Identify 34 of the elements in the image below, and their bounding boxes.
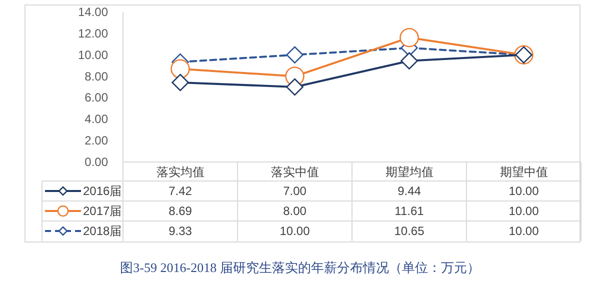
point — [286, 78, 304, 96]
legend-label: 2016届 — [83, 184, 122, 198]
data-label: 11.61 — [394, 204, 424, 218]
y-tick-label: 2.00 — [84, 134, 108, 148]
legend-label: 2018届 — [83, 224, 122, 238]
y-tick-label: 4.00 — [84, 112, 108, 126]
point — [170, 59, 190, 79]
point — [286, 46, 304, 64]
text: 图3-59 2016-2018 届研究生落实的年薪分布情况（单位：万元） — [120, 260, 480, 275]
x-tick-label: 期望中值 — [500, 165, 548, 179]
y-tick-label: 0.00 — [84, 155, 108, 169]
point — [400, 28, 419, 48]
data-label: 10.65 — [394, 224, 425, 238]
data-label: 10.00 — [508, 184, 540, 198]
data-label: 9.33 — [168, 224, 192, 238]
y-tick-label: 6.00 — [84, 90, 108, 105]
data-label: 8.69 — [168, 204, 192, 218]
y-tick-label: 14.00 — [78, 5, 108, 19]
x-tick-label: 期望均值 — [385, 165, 434, 179]
data-label: 9.44 — [398, 184, 422, 198]
data-label: 7.00 — [283, 184, 307, 198]
x-tick-label: 落实中值 — [270, 165, 319, 179]
point — [400, 52, 418, 70]
point — [172, 74, 189, 92]
data-label: 8.00 — [283, 204, 307, 218]
data-label: 7.42 — [168, 184, 192, 198]
y-tick-label: 12.00 — [78, 26, 108, 40]
y-tick-label: 10.00 — [78, 48, 108, 62]
data-label: 10.00 — [508, 224, 540, 238]
data-label: 10.00 — [280, 224, 310, 238]
legend-label: 2017届 — [83, 204, 122, 218]
x-tick-label: 落实均值 — [156, 165, 204, 179]
y-tick-label: 8.00 — [84, 69, 108, 84]
data-label: 10.00 — [508, 204, 540, 218]
